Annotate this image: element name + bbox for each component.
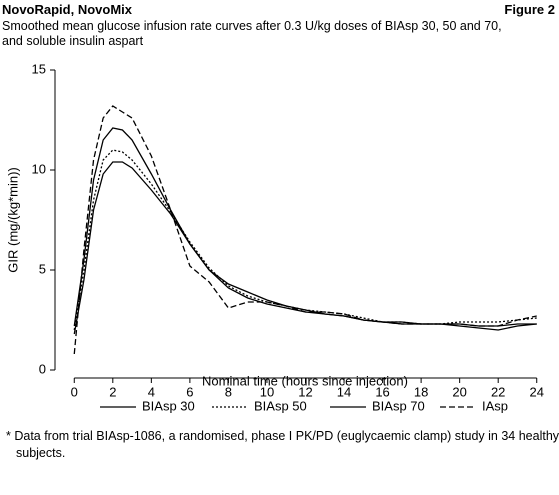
chart-title: Smoothed mean glucose infusion rate curv… (2, 19, 502, 48)
header-title: NovoRapid, NovoMix (2, 2, 133, 17)
series-line (73, 161, 537, 335)
footnote: * Data from trial BIAsp-1086, a randomis… (6, 429, 559, 460)
x-tick-label: 18 (414, 384, 428, 399)
y-tick-label: 10 (32, 161, 46, 176)
x-tick-label: 4 (148, 384, 155, 399)
y-tick-label: 15 (32, 61, 46, 76)
series-line (73, 127, 537, 331)
y-axis-label: GIR (mg/(kg*min)) (5, 167, 20, 272)
figure-label: Figure 2 (504, 2, 555, 17)
x-tick-label: 10 (260, 384, 274, 399)
x-tick-label: 0 (71, 384, 78, 399)
x-tick-label: 16 (375, 384, 389, 399)
y-tick-label: 0 (39, 361, 46, 376)
legend-label: IAsp (482, 398, 508, 413)
x-tick-label: 2 (109, 384, 116, 399)
legend-label: BIAsp 30 (142, 398, 195, 413)
x-tick-label: 20 (452, 384, 466, 399)
series-line (73, 105, 537, 355)
x-tick-label: 12 (298, 384, 312, 399)
x-tick-label: 22 (491, 384, 505, 399)
y-tick-label: 5 (39, 261, 46, 276)
x-tick-label: 6 (186, 384, 193, 399)
legend-label: BIAsp 50 (254, 398, 307, 413)
legend-label: BIAsp 70 (372, 398, 425, 413)
chart: GIR (mg/(kg*min)) Nominal time (hours si… (5, 61, 544, 413)
x-tick-label: 24 (529, 384, 543, 399)
x-tick-label: 8 (225, 384, 232, 399)
series-line (73, 149, 537, 331)
x-tick-label: 14 (337, 384, 351, 399)
